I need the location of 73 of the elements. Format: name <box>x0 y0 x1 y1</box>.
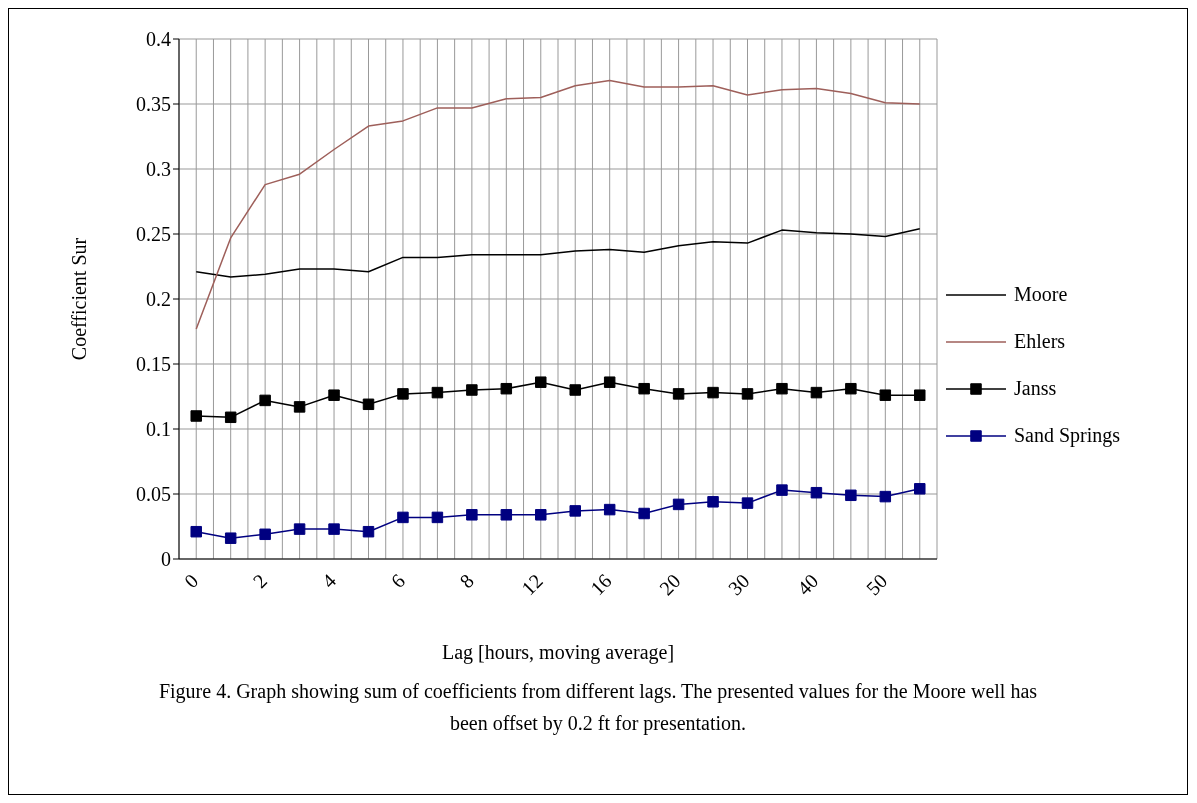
point <box>741 388 754 400</box>
point <box>535 509 547 521</box>
legend-label: Janss <box>1014 377 1057 400</box>
point <box>328 523 340 535</box>
point <box>431 511 444 524</box>
x-tick-label: 0 <box>179 569 203 593</box>
point <box>810 486 823 499</box>
line-series <box>195 79 921 330</box>
point <box>638 382 650 395</box>
legend-label: Moore <box>1014 283 1068 306</box>
point <box>879 389 892 401</box>
point <box>845 382 857 395</box>
x-axis-title: Lag [hours, moving average] <box>441 641 675 664</box>
point <box>879 490 892 503</box>
point <box>569 505 581 517</box>
y-tick-label: 0.25 <box>136 223 171 246</box>
point <box>431 386 444 399</box>
point <box>397 388 409 400</box>
x-tick-label: 6 <box>386 569 410 593</box>
point <box>603 376 616 388</box>
x-tick-label: 12 <box>517 569 547 600</box>
point <box>810 386 823 399</box>
x-tick-label: 50 <box>861 569 892 600</box>
point <box>224 411 237 424</box>
x-tick-label: 30 <box>723 569 754 600</box>
point <box>259 528 271 541</box>
point <box>845 489 857 502</box>
point <box>362 525 375 538</box>
y-tick-label: 0.05 <box>136 483 171 506</box>
point <box>190 525 202 538</box>
point <box>914 389 926 401</box>
y-tick-label: 0.15 <box>136 353 171 376</box>
point <box>672 498 685 511</box>
point <box>776 382 788 395</box>
y-tick-label: 0.3 <box>146 158 171 181</box>
y-tick-label: 0 <box>161 548 171 571</box>
point <box>741 497 754 509</box>
point <box>293 401 306 413</box>
y-axis-title: Coefficient Sur <box>68 237 91 361</box>
point <box>466 384 478 396</box>
point <box>190 410 202 422</box>
point <box>328 389 340 401</box>
y-tick-label: 0.4 <box>146 28 171 51</box>
legend-label: Sand Springs <box>1014 424 1121 447</box>
point <box>569 384 581 396</box>
y-tick-label: 0.1 <box>146 418 171 441</box>
x-tick-label: 2 <box>248 569 272 593</box>
point <box>293 523 306 535</box>
point <box>603 503 616 516</box>
point <box>535 376 547 388</box>
caption: Figure 4. Graph showing sum of coefficients from different lags. The presented values for the Moore well has been offset by 0.2 ft for presentation. <box>158 679 1038 737</box>
y-tick-label: 0.35 <box>136 93 171 116</box>
line-series <box>195 228 921 278</box>
y-tick-label: 0.2 <box>146 288 171 311</box>
point <box>224 532 237 544</box>
point <box>500 382 513 395</box>
point <box>466 509 478 521</box>
point <box>672 388 685 400</box>
x-tick-label: 8 <box>455 569 478 593</box>
point <box>776 484 788 496</box>
point <box>397 511 409 524</box>
point <box>362 398 375 411</box>
point <box>914 483 926 495</box>
point <box>707 386 719 399</box>
point <box>500 509 513 521</box>
x-tick-label: 40 <box>792 569 823 600</box>
legend-label: Ehlers <box>1014 330 1066 353</box>
point <box>259 394 271 407</box>
point <box>707 496 719 508</box>
x-tick-label: 20 <box>654 569 685 600</box>
x-tick-label: 4 <box>317 569 341 593</box>
point <box>638 507 650 520</box>
x-tick-label: 16 <box>586 569 616 600</box>
